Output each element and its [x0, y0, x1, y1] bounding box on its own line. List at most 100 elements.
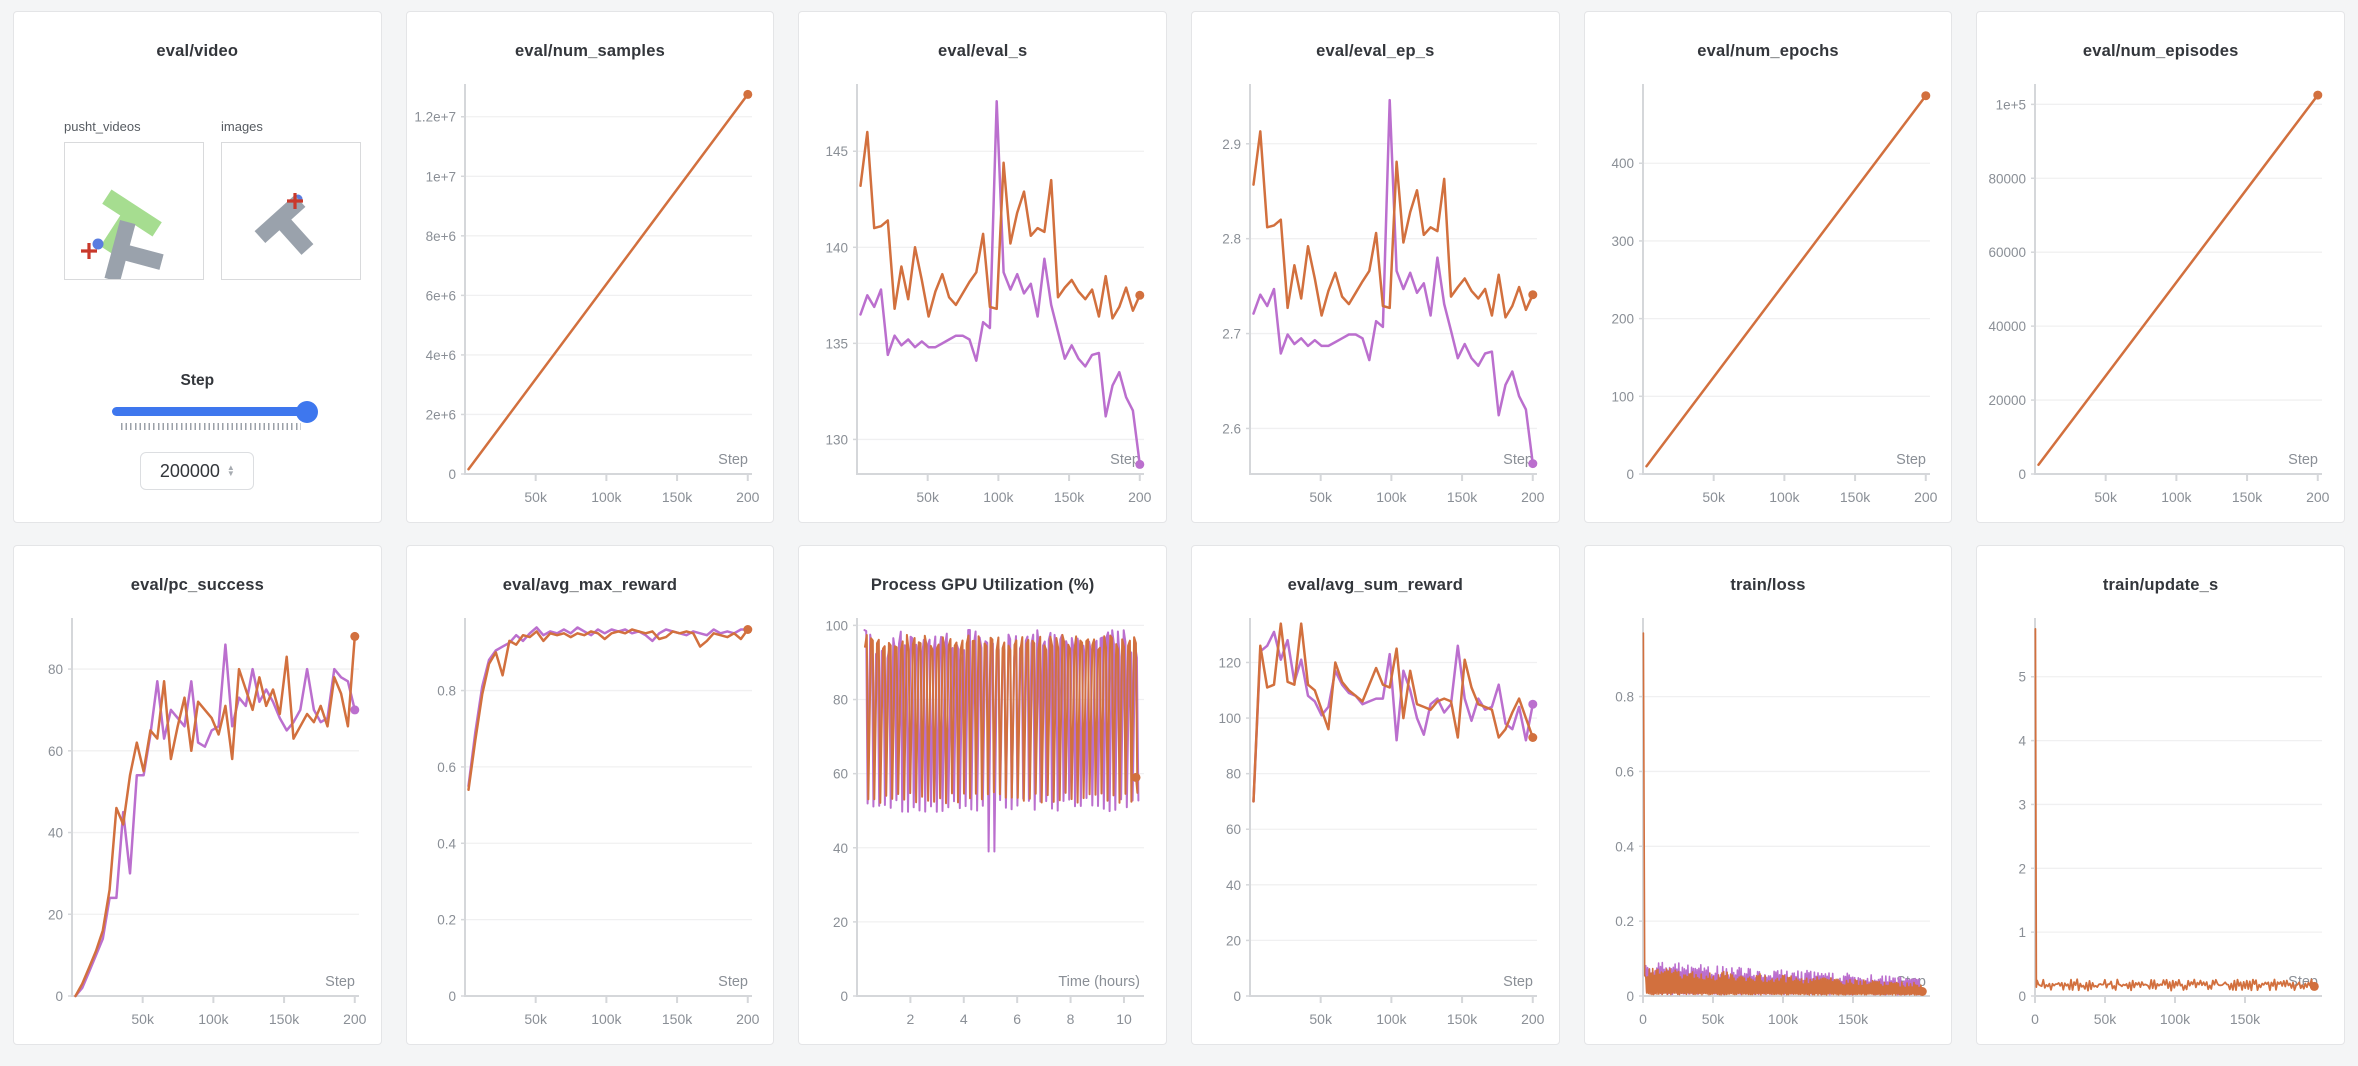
svg-text:0: 0: [448, 467, 456, 482]
svg-text:60: 60: [48, 744, 63, 759]
svg-text:60: 60: [833, 767, 848, 782]
video-panel-body: pusht_videos images: [14, 74, 381, 522]
svg-text:4: 4: [2019, 734, 2027, 749]
svg-text:150k: 150k: [2230, 1011, 2261, 1027]
panel-eval-num-episodes[interactable]: eval/num_episodes 0 20000 40000 60000 80000 1…: [1976, 11, 2345, 523]
svg-text:100: 100: [1218, 711, 1241, 726]
images-scene-image: [254, 193, 314, 255]
svg-text:100k: 100k: [591, 489, 622, 505]
svg-text:Step: Step: [1503, 452, 1533, 468]
svg-text:150k: 150k: [1447, 489, 1478, 505]
panel-eval-num-epochs[interactable]: eval/num_epochs 0 100 200 300 400 50k 100k 150k…: [1583, 11, 1953, 523]
svg-text:100: 100: [826, 618, 849, 633]
chart-eval-num-samples[interactable]: 0 2e+6 4e+6 6e+6 8e+6 1e+7 1.2e+7 50k 100k 150k 20…: [413, 76, 768, 522]
svg-text:Step: Step: [718, 974, 748, 990]
svg-text:Step: Step: [718, 452, 748, 468]
svg-text:Step: Step: [2288, 452, 2318, 468]
svg-text:100k: 100k: [2160, 1011, 2191, 1027]
svg-text:0.4: 0.4: [437, 836, 456, 851]
svg-text:2.6: 2.6: [1222, 421, 1241, 436]
target-cross: [287, 193, 303, 209]
svg-text:2: 2: [907, 1011, 915, 1027]
gray-t-shape: [104, 219, 164, 283]
panel-eval-eval-ep-s[interactable]: eval/eval_ep_s 2.6 2.7 2.8 2.9 50k 100k 150k 20…: [1190, 11, 1560, 523]
chart-eval-num-epochs[interactable]: 0 100 200 300 400 50k 100k 150k 200 Step: [1591, 76, 1946, 522]
step-input-value: 200000: [159, 460, 220, 481]
target-cross: [81, 243, 97, 259]
svg-text:0: 0: [2019, 467, 2027, 482]
chart-process-gpu-utilization[interactable]: 0 20 40 60 80 100 2 4 6 8 10 Time (hours): [805, 610, 1160, 1044]
svg-text:2.8: 2.8: [1222, 232, 1241, 247]
svg-text:150k: 150k: [1447, 1011, 1478, 1027]
svg-text:80000: 80000: [1989, 171, 2027, 186]
chart-train-loss[interactable]: 0 0.2 0.4 0.6 0.8 0 50k 100k 150k Step: [1591, 610, 1946, 1044]
svg-text:0.4: 0.4: [1615, 839, 1634, 854]
svg-text:Step: Step: [1503, 974, 1533, 990]
chart-eval-eval-s[interactable]: 130 135 140 145 50k 100k 150k 200 Step: [805, 76, 1160, 522]
svg-text:100k: 100k: [984, 489, 1015, 505]
panel-eval-num-samples[interactable]: eval/num_samples 0 2e+6 4e+6 6e+6 8e+6 1e+7 1.…: [405, 11, 775, 523]
stepper-up-icon[interactable]: ▲: [226, 463, 235, 472]
svg-text:50k: 50k: [131, 1011, 155, 1027]
svg-text:150k: 150k: [2232, 489, 2263, 505]
svg-text:Step: Step: [325, 974, 355, 990]
panel-title: eval/avg_max_reward: [502, 576, 678, 594]
svg-text:20: 20: [48, 907, 63, 922]
svg-text:8e+6: 8e+6: [425, 229, 455, 244]
stepper-down-icon[interactable]: ▼: [226, 469, 235, 478]
svg-text:2: 2: [2019, 861, 2027, 876]
panel-process-gpu-utilization[interactable]: Process GPU Utilization (%) 0 20 40 60 80 100…: [798, 545, 1167, 1045]
svg-text:5: 5: [2019, 670, 2027, 685]
svg-text:200: 200: [343, 1011, 367, 1027]
svg-text:50k: 50k: [2095, 489, 2119, 505]
svg-text:6e+6: 6e+6: [425, 288, 455, 303]
svg-text:40: 40: [833, 841, 848, 856]
images-thumbnail[interactable]: [221, 142, 361, 280]
chart-train-update-s[interactable]: 0 1 2 3 4 5 0 50k 100k 150k Step: [1983, 610, 2338, 1044]
svg-text:100k: 100k: [1376, 489, 1407, 505]
svg-text:300: 300: [1611, 234, 1634, 249]
svg-text:200: 200: [1521, 489, 1545, 505]
panel-title: Process GPU Utilization (%): [870, 576, 1095, 594]
panel-title: eval/video: [156, 42, 239, 60]
svg-text:80: 80: [1226, 767, 1241, 782]
svg-text:0: 0: [1233, 989, 1241, 1004]
svg-text:0: 0: [841, 989, 849, 1004]
chart-eval-avg-sum-reward[interactable]: 0 20 40 60 80 100 120 50k 100k 150k 200 Step: [1198, 610, 1553, 1044]
svg-text:200: 200: [1611, 312, 1634, 327]
panel-eval-pc-success[interactable]: eval/pc_success 0 20 40 60 80 50k 100k 150k 200 S…: [13, 545, 382, 1045]
svg-text:100k: 100k: [198, 1011, 229, 1027]
svg-text:100: 100: [1611, 389, 1634, 404]
svg-text:0: 0: [2019, 989, 2027, 1004]
svg-text:0.6: 0.6: [437, 760, 456, 775]
panel-eval-avg-sum-reward[interactable]: eval/avg_sum_reward 0 20 40 60 80 100 120 50k 10…: [1190, 545, 1560, 1045]
step-slider[interactable]: [112, 400, 318, 423]
svg-text:0: 0: [55, 989, 63, 1004]
step-input[interactable]: 200000 ▲ ▼: [140, 452, 255, 490]
svg-text:100k: 100k: [591, 1011, 622, 1027]
pusht-videos-thumbnail[interactable]: [64, 142, 204, 283]
svg-text:135: 135: [826, 336, 849, 351]
chart-eval-pc-success[interactable]: 0 20 40 60 80 50k 100k 150k 200 Step: [20, 610, 375, 1044]
chart-eval-num-episodes[interactable]: 0 20000 40000 60000 80000 1e+5 50k 100k 150k 200 S…: [1983, 76, 2338, 522]
panel-title: eval/eval_s: [937, 42, 1028, 60]
panel-eval-eval-s[interactable]: eval/eval_s 130 135 140 145 50k 100k 150k 200 St…: [798, 11, 1167, 523]
svg-text:1e+7: 1e+7: [425, 169, 455, 184]
svg-text:60: 60: [1226, 822, 1241, 837]
svg-text:Time (hours): Time (hours): [1059, 974, 1141, 990]
svg-text:200: 200: [736, 489, 760, 505]
svg-text:145: 145: [826, 144, 849, 159]
panel-eval-avg-max-reward[interactable]: eval/avg_max_reward 0 0.2 0.4 0.6 0.8 50k 100k…: [405, 545, 775, 1045]
svg-text:0.8: 0.8: [1615, 690, 1634, 705]
svg-text:100k: 100k: [2162, 489, 2193, 505]
panel-train-update-s[interactable]: train/update_s 0 1 2 3 4 5 0 50k 100k 150k Step: [1976, 545, 2345, 1045]
step-slider-handle[interactable]: [296, 400, 318, 423]
step-slider-label: Step: [180, 372, 215, 389]
svg-text:150k: 150k: [1837, 1011, 1868, 1027]
svg-text:0.2: 0.2: [437, 913, 456, 928]
svg-text:10: 10: [1117, 1011, 1133, 1027]
chart-eval-eval-ep-s[interactable]: 2.6 2.7 2.8 2.9 50k 100k 150k 200 Step: [1198, 76, 1553, 522]
chart-eval-avg-max-reward[interactable]: 0 0.2 0.4 0.6 0.8 50k 100k 150k 200 Step: [413, 610, 768, 1044]
panel-eval-video[interactable]: eval/video pusht_videos images: [13, 11, 382, 523]
panel-train-loss[interactable]: train/loss 0 0.2 0.4 0.6 0.8 0 50k 100k 150k Step: [1583, 545, 1953, 1045]
